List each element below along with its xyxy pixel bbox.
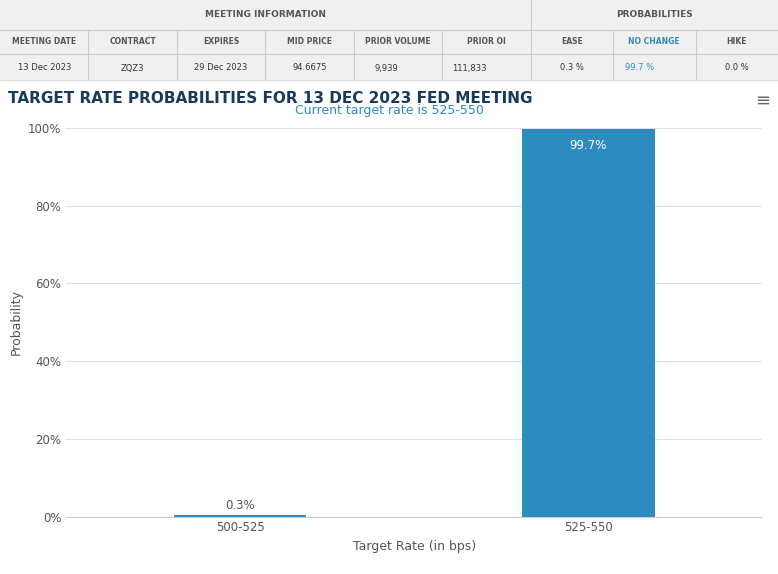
Text: PRIOR OI: PRIOR OI (467, 37, 506, 46)
Text: EASE: EASE (561, 37, 583, 46)
Text: MEETING INFORMATION: MEETING INFORMATION (205, 10, 326, 19)
Text: PRIOR VOLUME: PRIOR VOLUME (365, 37, 431, 46)
Text: CONTRACT: CONTRACT (109, 37, 156, 46)
Text: MEETING DATE: MEETING DATE (12, 37, 76, 46)
Text: MID PRICE: MID PRICE (287, 37, 332, 46)
Text: 111,833: 111,833 (452, 64, 486, 72)
Text: TARGET RATE PROBABILITIES FOR 13 DEC 2023 FED MEETING: TARGET RATE PROBABILITIES FOR 13 DEC 202… (8, 91, 532, 106)
Y-axis label: Probability: Probability (9, 289, 23, 355)
Bar (522, 129, 654, 517)
Text: ZQZ3: ZQZ3 (121, 64, 145, 72)
Text: HIKE: HIKE (727, 37, 747, 46)
Text: 99.7 %: 99.7 % (626, 64, 654, 72)
Text: Current target rate is 525-550: Current target rate is 525-550 (295, 104, 483, 118)
Bar (174, 515, 307, 517)
Text: 9,939: 9,939 (374, 64, 398, 72)
Text: 94.6675: 94.6675 (293, 64, 327, 72)
Text: NO CHANGE: NO CHANGE (629, 37, 680, 46)
Text: 0.3 %: 0.3 % (560, 64, 584, 72)
Text: 29 Dec 2023: 29 Dec 2023 (194, 64, 247, 72)
X-axis label: Target Rate (in bps): Target Rate (in bps) (352, 540, 476, 553)
Text: 0.0 %: 0.0 % (725, 64, 748, 72)
Text: PROBABILITIES: PROBABILITIES (616, 10, 692, 19)
Text: EXPIRES: EXPIRES (203, 37, 239, 46)
Text: 99.7%: 99.7% (569, 139, 607, 152)
Text: 0.3%: 0.3% (226, 499, 255, 511)
Text: ≡: ≡ (755, 92, 770, 110)
Text: 13 Dec 2023: 13 Dec 2023 (18, 64, 71, 72)
